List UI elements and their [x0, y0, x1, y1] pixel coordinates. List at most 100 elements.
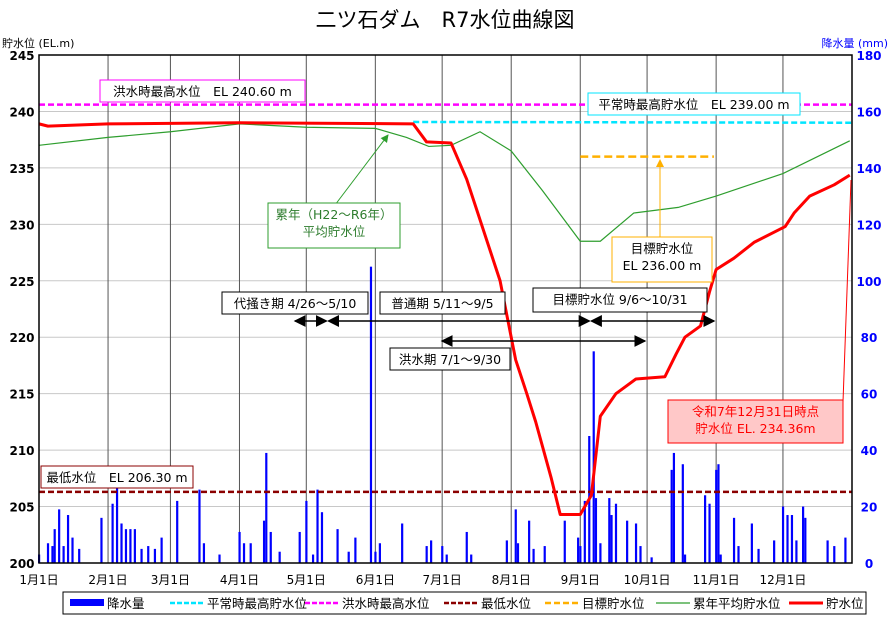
- min-level-annotation-box: [40, 465, 194, 489]
- rain-bar: [599, 543, 602, 563]
- rain-bar: [202, 543, 206, 563]
- rain-bar: [844, 537, 847, 563]
- rain-bar: [750, 523, 753, 563]
- rain-bar: [833, 546, 836, 563]
- flood-max-annotation-box: [99, 79, 306, 103]
- rain-bar: [608, 498, 611, 563]
- period-label-text: 洪水期 7/1～9/30: [399, 352, 501, 367]
- y-tick-label: 245: [9, 49, 34, 63]
- rain-bar: [62, 546, 65, 563]
- rain-bar: [238, 531, 241, 563]
- rain-bar: [133, 529, 136, 563]
- rain-bar: [795, 540, 798, 563]
- y2-tick-label: 120: [856, 218, 881, 232]
- legend-label: 目標貯水位: [582, 596, 645, 611]
- rain-bar: [683, 554, 687, 563]
- y-tick-label: 210: [9, 444, 34, 458]
- y-tick-label: 230: [9, 218, 34, 232]
- rain-bar: [719, 554, 722, 563]
- rain-bar: [592, 351, 595, 563]
- x-tick-label: 11月1日: [693, 573, 740, 587]
- rain-bar: [347, 551, 350, 563]
- period-label-text: 代掻き期 4/26～5/10: [234, 296, 357, 311]
- rain-bar: [265, 452, 268, 563]
- rain-bar: [46, 543, 50, 563]
- average-annotation-text: 平均貯水位: [303, 224, 366, 239]
- rain-bar: [305, 500, 308, 563]
- rain-bar: [153, 548, 157, 563]
- period-label-text: 目標貯水位 9/6～10/31: [552, 292, 687, 307]
- rain-bar: [583, 500, 586, 563]
- rain-bar: [298, 531, 301, 563]
- rain-bar: [53, 529, 56, 563]
- period-label-text: 普通期 5/11～9/5: [391, 296, 493, 311]
- rain-bar: [425, 546, 428, 563]
- rain-bar: [218, 554, 221, 563]
- rain-bar: [430, 540, 433, 563]
- x-tick-label: 2月1日: [88, 573, 127, 587]
- x-tick-label: 8月1日: [492, 573, 531, 587]
- legend-label: 累年平均貯水位: [693, 596, 781, 611]
- rain-bar: [336, 529, 339, 563]
- rain-bar: [269, 531, 272, 563]
- rain-bar: [470, 554, 473, 563]
- rain-bar: [441, 546, 444, 563]
- current-level-annotation-text: 令和7年12月31日時点: [692, 404, 819, 419]
- rain-bar: [66, 515, 70, 563]
- x-tick-label: 5月1日: [287, 573, 326, 587]
- normal-max-annotation-text: 平常時最高貯水位 EL 239.00 m: [598, 97, 789, 112]
- legend-swatch: [70, 599, 104, 606]
- rain-bar: [543, 546, 546, 563]
- rain-bar: [703, 495, 707, 563]
- rain-bar: [78, 548, 81, 563]
- x-tick-label: 7月1日: [423, 573, 462, 587]
- y-tick-label: 215: [9, 388, 34, 402]
- average-annotation-box: [267, 202, 401, 249]
- y2-tick-label: 40: [861, 444, 878, 458]
- rain-bar: [532, 548, 535, 563]
- rain-bar: [378, 543, 381, 563]
- rain-bar: [681, 464, 684, 563]
- rain-bar: [614, 503, 618, 563]
- water-level-line: [38, 121, 851, 516]
- y2-tick-label: 180: [856, 49, 881, 63]
- x-tick-label: 12月1日: [759, 573, 806, 587]
- rain-bar: [311, 554, 315, 563]
- rain-bar: [610, 515, 613, 563]
- legend-box: [62, 591, 867, 615]
- average-pointer: [334, 134, 389, 206]
- rain-bar: [514, 509, 517, 563]
- y-tick-label: 200: [9, 557, 34, 571]
- normal-max-annotation-box: [587, 92, 801, 116]
- x-tick-label: 4月1日: [220, 573, 259, 587]
- rain-bar: [58, 509, 61, 563]
- chart-title: 二ツ石ダム R7水位曲線図: [315, 8, 575, 32]
- current-level-annotation-text: 貯水位 EL. 234.36m: [695, 421, 815, 436]
- rain-bar: [563, 520, 566, 563]
- rain-bar: [708, 503, 711, 563]
- period-label-box: [389, 347, 511, 371]
- period-label-box: [221, 291, 369, 315]
- legend-label: 洪水時最高水位: [342, 596, 430, 611]
- x-tick-label: 6月1日: [356, 573, 395, 587]
- rain-bar: [626, 520, 629, 563]
- rain-bar: [790, 515, 794, 563]
- legend-label: 平常時最高貯水位: [207, 596, 307, 611]
- flood-max-annotation-text: 洪水時最高水位 EL 240.60 m: [113, 84, 292, 99]
- rain-bar: [516, 543, 520, 563]
- rain-bar: [242, 543, 246, 563]
- rain-bar: [717, 464, 720, 563]
- legend-label: 最低水位: [481, 596, 531, 611]
- period-label-box: [532, 287, 708, 313]
- rain-bar: [670, 469, 673, 563]
- rain-bar: [51, 546, 54, 563]
- min-level-annotation-text: 最低水位 EL 206.30 m: [46, 470, 187, 485]
- rain-bar: [71, 537, 74, 563]
- target-annotation-box: [611, 236, 713, 283]
- rain-bar: [124, 529, 128, 563]
- rain-bar: [634, 523, 638, 563]
- rain-bar: [732, 517, 736, 563]
- rain-bar: [826, 540, 829, 563]
